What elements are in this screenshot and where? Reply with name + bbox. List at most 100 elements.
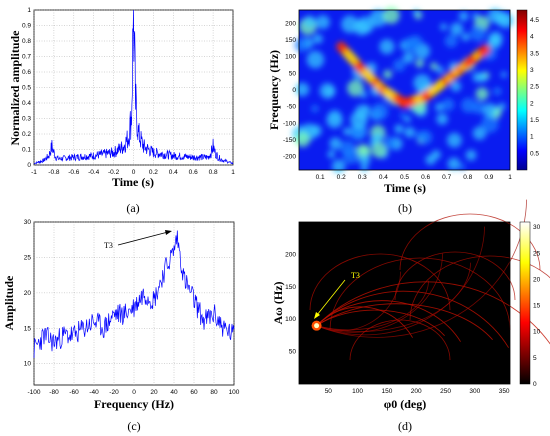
panel-b-colorbar-tick: 1.5 [530, 117, 539, 124]
panel-b-noise-blob [358, 154, 371, 166]
panel-d-x-tick: 200 [411, 388, 422, 395]
panel-b-noise-blob [493, 87, 502, 96]
panel-b-x-tick: 0.7 [442, 174, 451, 181]
panel-b-x-tick: 0.1 [316, 174, 325, 181]
panel-a-y-tick: 0.6 [22, 69, 31, 76]
panel-c-x-tick: 80 [210, 389, 218, 396]
panel-d-colorbar-tick: 20 [533, 276, 541, 283]
panel-b-noise-blob [465, 149, 477, 161]
panel-b-noise-blob [294, 37, 309, 53]
panel-b-frame [298, 9, 511, 171]
panel-c-y-tick: 20 [24, 290, 32, 297]
panel-d-arc [316, 300, 461, 342]
panel-d-y-tick: 200 [285, 251, 296, 258]
panel-b-noise-blob [470, 25, 486, 42]
panel-d-arc [394, 251, 516, 301]
panel-b-noise-blob [371, 102, 389, 121]
panel-a-y-tick: 0.9 [22, 23, 31, 30]
panel-b-noise-blob [306, 50, 325, 69]
panel-b-colorbar-tick: 2 [530, 100, 534, 107]
panel-b-noise-blob [373, 132, 383, 143]
panel-b-noise-blob [363, 104, 370, 112]
panel-d-x-tick: 50 [325, 388, 333, 395]
panel-b-x-tick: 0.2 [337, 174, 346, 181]
panel-d-arc [309, 253, 451, 311]
panel-c-t3-label: T3 [104, 241, 113, 250]
panel-b-colorbar [516, 9, 528, 171]
panel-b-colorbar-tick: 2.5 [530, 84, 539, 91]
panel-b-colorbar-tick: 4 [530, 34, 534, 41]
panel-d-y-tick: 100 [285, 316, 296, 323]
panel-b-noise-blob [430, 62, 438, 70]
panel-b-noise-blob [350, 124, 366, 141]
panel-c-x-tick: -100 [27, 389, 40, 396]
panel-b-noise-blob [382, 136, 396, 150]
panel-b-y-tick: 200 [285, 20, 296, 27]
panel-b-noise-blob [447, 157, 461, 171]
panel-b-noise-blob [472, 126, 487, 141]
panel-a-y-label: Normalized amplitude [8, 30, 22, 146]
panel-b-y-tick: -100 [283, 120, 296, 127]
panel-c-x-tick: -80 [49, 389, 59, 396]
panel-b-colorbar-tick: 3 [530, 67, 534, 74]
panel-a-chart: -1 -0.8 -0.6 -0.4 -0.2 0 0.2 0.4 0.6 0.8 1 0 0.1 0.2 0… [8, 7, 235, 215]
panel-b-noise-blob [404, 115, 411, 123]
panel-d-x-tick: 250 [440, 388, 451, 395]
panel-b-x-tick: 0.8 [463, 174, 472, 181]
panel-b-noise-blob [482, 103, 498, 118]
panel-d-arc [316, 280, 429, 331]
panel-b-x-tick: 0.6 [421, 174, 430, 181]
panel-a-x-tick: 1 [231, 169, 235, 176]
panel-d-x-tick: 150 [381, 388, 392, 395]
panel-b-noise-blob [326, 111, 343, 129]
panel-d-t3-arrow [316, 279, 346, 316]
panel-c-frame [33, 221, 235, 386]
panel-b-noise-blob [434, 102, 444, 112]
panel-d-arc [409, 255, 550, 321]
panel-d-colorbar-tick: 15 [533, 303, 541, 310]
panel-a-x-label: Time (s) [112, 175, 154, 189]
panel-b-noise-blob [450, 81, 462, 92]
panel-b-noise-blob [350, 111, 368, 129]
panel-b-ridge-blob [480, 44, 491, 55]
panel-b-noise-blob [360, 164, 368, 173]
panel-b-noise-blob [436, 66, 444, 74]
panel-b-x-tick: 1 [508, 174, 512, 181]
panel-c-x-tick: 20 [150, 389, 158, 396]
panel-b-noise-blob [460, 97, 476, 113]
panel-b-noise-blob [425, 154, 436, 166]
panel-d-arc [349, 319, 451, 361]
panel-d-colorbar-tick: 10 [533, 329, 541, 336]
panel-b-x-tick: 0.4 [379, 174, 388, 181]
panel-b-noise-blob [353, 19, 370, 36]
panel-a-x-tick: 0.2 [149, 169, 158, 176]
panel-b-noise-blob [379, 39, 395, 55]
panel-c-x-tick: -20 [109, 389, 119, 396]
panel-a-caption: (a) [126, 201, 139, 215]
panel-b-noise-blob [402, 51, 415, 64]
panel-b-noise-blob [312, 33, 323, 44]
panel-d-t3-label: T3 [351, 271, 360, 280]
panel-b-noise-blob [498, 102, 506, 111]
panel-d-frame [298, 221, 511, 385]
panel-c-x-tick: 0 [132, 389, 136, 396]
panel-a-x-tick: 0.8 [209, 169, 218, 176]
panel-c-y-tick: 25 [24, 254, 32, 261]
panel-d-y-tick: 150 [285, 284, 296, 291]
panel-b-noise-blob [494, 11, 510, 27]
panel-c-x-tick: 100 [229, 389, 240, 396]
panel-b-noise-blob [450, 22, 464, 36]
panel-b-noise-blob [394, 124, 404, 134]
panel-c-t3-arrowhead [165, 230, 172, 235]
panel-a-y-tick: 0 [27, 162, 31, 169]
panel-a-x-tick: 0 [132, 169, 136, 176]
panel-a-y-tick: 0.1 [22, 147, 31, 154]
panel-d-colorbar-tick: 30 [533, 224, 541, 231]
panel-b-y-tick: 0 [292, 87, 296, 94]
panel-b-y-tick: 150 [285, 37, 296, 44]
panel-b-caption: (b) [398, 201, 412, 215]
panel-d-arc [329, 257, 511, 331]
panel-a-y-tick: 0.2 [22, 131, 31, 138]
panel-b-noise-blob [415, 130, 428, 143]
